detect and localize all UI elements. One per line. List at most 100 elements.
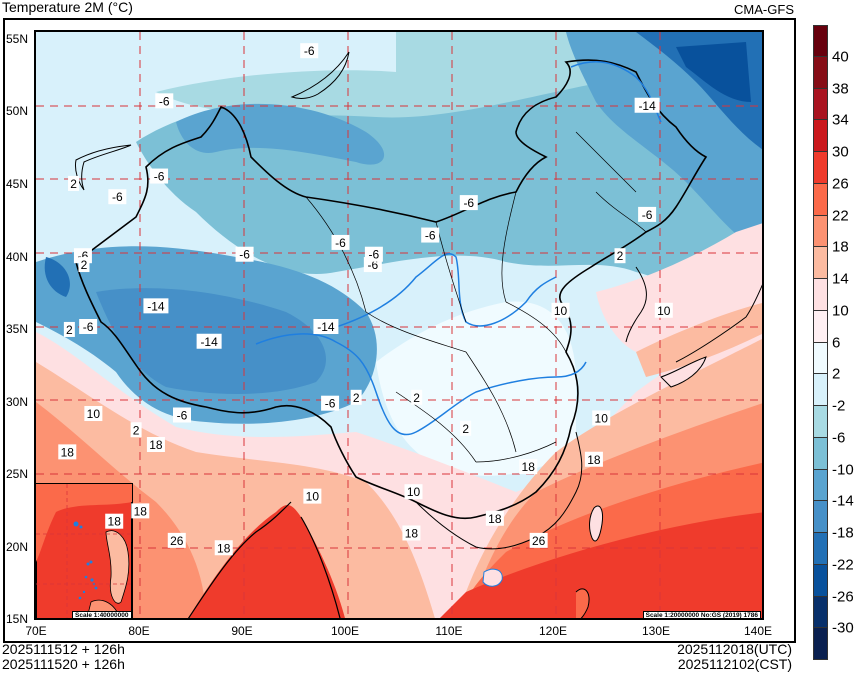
contour-label: 2 bbox=[133, 423, 140, 437]
contour-label: -6 bbox=[642, 208, 653, 222]
colorbar-segment bbox=[813, 279, 828, 311]
contour-label: -6 bbox=[463, 196, 474, 210]
contour-label: 10 bbox=[657, 304, 671, 318]
colorbar-segment bbox=[813, 374, 828, 406]
colorbar-segment bbox=[813, 469, 828, 502]
colorbar-segment bbox=[813, 215, 828, 248]
lon-label-110e: 110E bbox=[435, 624, 463, 638]
contour-label: -6 bbox=[425, 229, 436, 243]
colorbar bbox=[813, 25, 828, 660]
contour-label: 18 bbox=[149, 438, 163, 452]
colorbar-label: 40 bbox=[832, 48, 849, 66]
contour-label: 2 bbox=[617, 249, 624, 263]
contour-labels: -6-6-62-6-62-142 -6-14-6-14-6-6-6-6-6-14-… bbox=[58, 43, 673, 556]
lat-label-20n: 20N bbox=[6, 540, 29, 554]
contour-label: 2 bbox=[462, 422, 469, 436]
contour-label: -6 bbox=[177, 409, 188, 423]
colorbar-label: 6 bbox=[832, 334, 841, 351]
colorbar-segment bbox=[813, 628, 828, 660]
contour-label: -6 bbox=[83, 320, 94, 334]
contour-label: -6 bbox=[335, 236, 346, 250]
temperature-map[interactable]: -6 -6 -6 2 -6 -6 2 -14 2 -6 -14 -6 -14 -6 -6 -6 -6 -6 -14-… bbox=[34, 30, 764, 620]
chart-title: Temperature 2M (°C) bbox=[2, 0, 133, 15]
inset-scale: Scale 1:40000000 bbox=[72, 611, 132, 618]
colorbar-label: -6 bbox=[832, 429, 846, 447]
contour-label: -6 bbox=[239, 248, 250, 262]
lon-label-130e: 130E bbox=[641, 624, 671, 638]
colorbar-segment bbox=[813, 533, 828, 565]
colorbar-label: -14 bbox=[832, 492, 854, 510]
contour-label: -14 bbox=[317, 320, 335, 334]
contour-label: -6 bbox=[368, 258, 379, 272]
colorbar-label: 10 bbox=[832, 302, 849, 320]
colorbar-label: 30 bbox=[832, 143, 849, 161]
colorbar-segment bbox=[813, 406, 828, 438]
lat-label-25n: 25N bbox=[6, 467, 29, 481]
lon-label-100e: 100E bbox=[330, 624, 360, 638]
contour-label: 18 bbox=[61, 445, 75, 459]
lat-label-55n: 55N bbox=[6, 32, 29, 46]
contour-label: 2 bbox=[70, 177, 77, 191]
colorbar-segment bbox=[813, 501, 828, 533]
main-scale: Scale 1:20000000 No:GS (2019) 1786 bbox=[642, 611, 761, 618]
contour-label: 10 bbox=[407, 485, 421, 499]
contour-label: 18 bbox=[134, 504, 148, 518]
contour-label: -14 bbox=[200, 335, 218, 349]
contour-label: 18 bbox=[405, 527, 419, 541]
colorbar-segment bbox=[813, 25, 828, 57]
contour-label: 2 bbox=[66, 323, 73, 337]
lon-label-120e: 120E bbox=[538, 624, 568, 638]
valid-time-cst: 2025112102(CST) bbox=[677, 656, 792, 672]
lat-label-30n: 30N bbox=[6, 395, 29, 409]
lat-label-50n: 50N bbox=[6, 104, 29, 118]
contour-label: 18 bbox=[217, 541, 231, 555]
colorbar-label: -30 bbox=[832, 619, 854, 637]
contour-label: 10 bbox=[595, 411, 609, 425]
contour-label: 2 bbox=[413, 391, 420, 405]
valid-time-utc: 2025112018(UTC) bbox=[677, 641, 792, 657]
colorbar-segment bbox=[813, 310, 828, 343]
colorbar-label: 34 bbox=[832, 111, 849, 129]
colorbar-label: -22 bbox=[832, 556, 854, 574]
colorbar-segment bbox=[813, 342, 828, 375]
colorbar-segment bbox=[813, 183, 828, 216]
contour-label: -6 bbox=[112, 190, 123, 204]
contour-label: 18 bbox=[108, 515, 122, 529]
lat-label-35n: 35N bbox=[6, 322, 29, 336]
colorbar-segment bbox=[813, 88, 828, 121]
contour-label: 26 bbox=[532, 534, 546, 548]
lon-label-90e: 90E bbox=[231, 624, 253, 638]
contour-label: -14 bbox=[638, 99, 656, 113]
contour-label: 18 bbox=[488, 512, 502, 526]
contour-label: 2 bbox=[353, 391, 360, 405]
colorbar-segment bbox=[813, 437, 828, 470]
lon-label-70e: 70E bbox=[25, 624, 47, 638]
colorbar-label: 26 bbox=[832, 175, 849, 193]
colorbar-label: -26 bbox=[832, 588, 854, 605]
model-name: CMA-GFS bbox=[734, 2, 794, 17]
contour-label: 2 bbox=[81, 258, 88, 272]
contour-label: 18 bbox=[522, 460, 536, 474]
init-time-utc: 2025111512 + 126h bbox=[2, 641, 125, 657]
colorbar-label: 14 bbox=[832, 270, 849, 288]
contour-label: -6 bbox=[78, 249, 89, 263]
colorbar-label: -18 bbox=[832, 524, 854, 542]
contour-label: 18 bbox=[587, 453, 601, 467]
contour-label: -6 bbox=[159, 94, 170, 108]
contour-label: -6 bbox=[154, 170, 165, 184]
colorbar-segment bbox=[813, 596, 828, 629]
lon-label-80e: 80E bbox=[128, 624, 150, 638]
colorbar-label: 22 bbox=[832, 207, 849, 224]
lat-label-40n: 40N bbox=[6, 250, 29, 264]
colorbar-segment bbox=[813, 152, 828, 184]
contour-label: -6 bbox=[304, 44, 315, 58]
colorbar-label: 38 bbox=[832, 80, 849, 97]
colorbar-segment bbox=[813, 564, 828, 597]
lat-label-15n: 15N bbox=[6, 612, 29, 626]
colorbar-segment bbox=[813, 120, 828, 152]
contour-label: -6 bbox=[325, 397, 336, 411]
colorbar-label: -2 bbox=[832, 397, 846, 415]
colorbar-label: 18 bbox=[832, 238, 849, 256]
lon-label-140e: 140E bbox=[743, 624, 773, 638]
contour-label: -14 bbox=[147, 299, 165, 313]
